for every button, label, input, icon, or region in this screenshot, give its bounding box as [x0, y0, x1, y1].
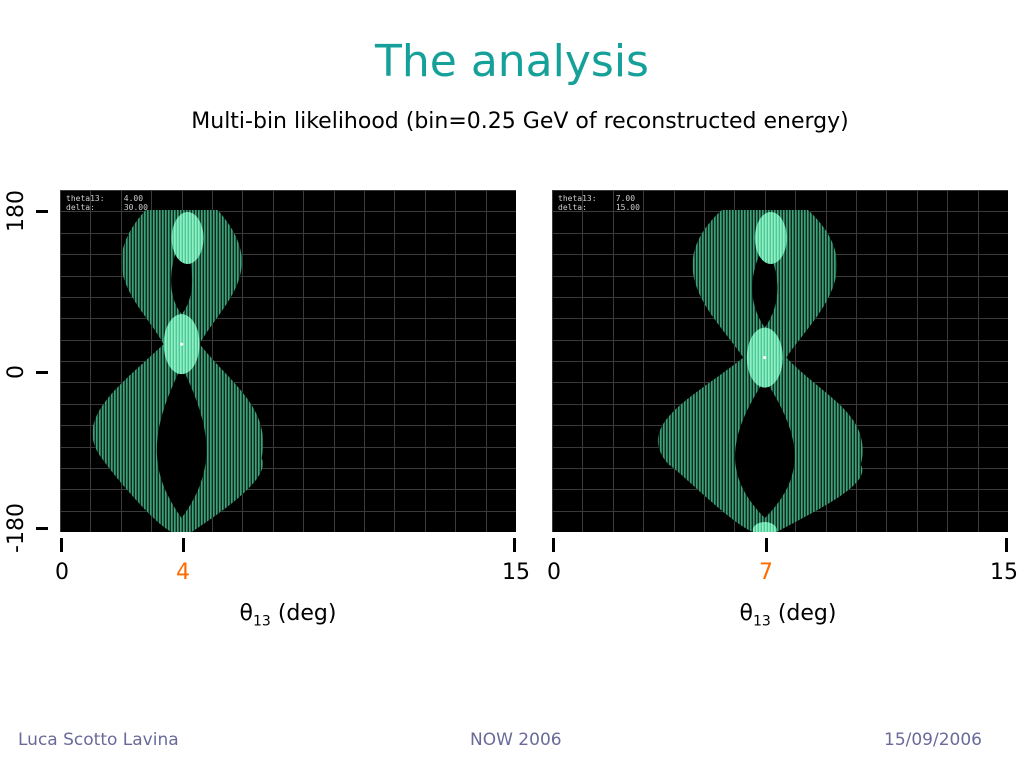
readout-right: theta13: 7.00 delta: 15.00 — [558, 194, 640, 212]
likelihood-hole-lower — [156, 366, 207, 518]
x-axis-title-left: θ13 (deg) — [188, 600, 388, 635]
footer-author: Luca Scotto Lavina — [18, 730, 179, 750]
readout-delta-label: delta: — [66, 203, 95, 212]
likelihood-hole-lower — [735, 379, 795, 518]
x-tick-label-max-right: 15 — [990, 560, 1018, 585]
theta-symbol: θ — [739, 601, 753, 626]
readout-delta-label: delta: — [558, 203, 587, 212]
readout-theta-value: 4.00 — [123, 194, 144, 203]
theta-subscript: 13 — [253, 613, 271, 630]
likelihood-contour-right — [552, 190, 1008, 532]
unit-label: (deg) — [277, 601, 337, 626]
x-tick-marked-left — [182, 538, 185, 552]
readout-theta-value: 7.00 — [615, 194, 636, 203]
likelihood-plot-right: theta13: 7.00 delta: 15.00 — [552, 190, 1008, 532]
y-tick-minus-180 — [36, 527, 48, 530]
y-tick-label-minus-180: -180 — [4, 503, 29, 553]
readout-delta-value: 15.00 — [615, 203, 640, 212]
slide-subtitle: Multi-bin likelihood (bin=0.25 GeV of re… — [191, 109, 849, 134]
slide-title: The analysis — [375, 36, 649, 87]
likelihood-core-degenerate — [171, 212, 204, 264]
x-tick-max-left — [513, 538, 516, 552]
likelihood-contour-left — [60, 190, 516, 532]
likelihood-plot-left: theta13: 4.00 delta: 30.00 — [60, 190, 516, 532]
x-tick-min-right — [552, 538, 555, 552]
likelihood-hole-upper — [752, 243, 778, 328]
readout-delta-value: 30.00 — [123, 203, 148, 212]
y-tick-label-0: 0 — [4, 365, 29, 379]
readout-left: theta13: 4.00 delta: 30.00 — [66, 194, 148, 212]
readout-theta-label: theta13: — [66, 194, 105, 203]
footer-event: NOW 2006 — [470, 730, 562, 750]
y-tick-180 — [36, 210, 48, 213]
x-tick-label-min-right: 0 — [547, 560, 561, 585]
x-tick-label-max-left: 15 — [502, 560, 530, 585]
x-axis-title-right: θ13 (deg) — [688, 600, 888, 635]
x-tick-min-left — [60, 538, 63, 552]
true-point-marker — [763, 355, 767, 360]
y-tick-0 — [36, 371, 48, 374]
x-tick-label-min-left: 0 — [55, 560, 69, 585]
likelihood-core-degenerate — [754, 212, 787, 264]
x-tick-marked-right — [765, 538, 768, 552]
true-point-marker — [180, 342, 184, 346]
theta-subscript: 13 — [753, 613, 771, 630]
footer-date: 15/09/2006 — [884, 730, 982, 750]
theta-symbol: θ — [239, 601, 253, 626]
unit-label: (deg) — [777, 601, 837, 626]
x-tick-label-marked-left: 4 — [176, 560, 190, 585]
readout-theta-label: theta13: — [558, 194, 597, 203]
likelihood-core-bottom — [752, 522, 777, 532]
x-tick-label-marked-right: 7 — [759, 560, 773, 585]
x-tick-max-right — [1005, 538, 1008, 552]
y-tick-label-180: 180 — [4, 190, 29, 232]
